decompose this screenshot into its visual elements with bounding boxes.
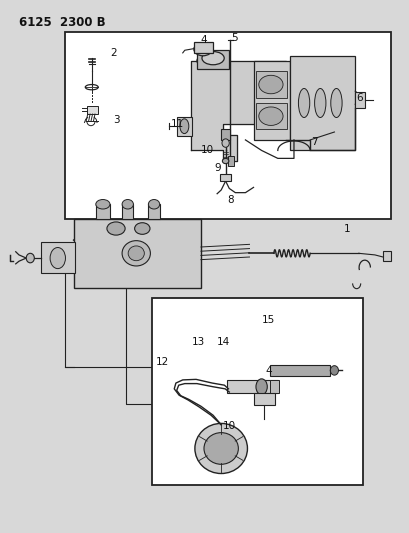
Ellipse shape (258, 75, 282, 94)
Ellipse shape (202, 52, 224, 64)
Bar (148, 204, 160, 219)
Text: 8: 8 (227, 195, 233, 205)
Bar (227, 156, 233, 166)
Bar (289, 55, 354, 150)
Text: 6: 6 (356, 93, 362, 103)
Ellipse shape (258, 107, 282, 125)
Bar (269, 365, 330, 376)
Bar (354, 92, 364, 108)
Bar (152, 298, 362, 486)
Ellipse shape (330, 88, 341, 117)
Bar (382, 251, 390, 261)
Bar (87, 106, 98, 114)
Text: 11: 11 (170, 119, 183, 130)
Bar (220, 130, 229, 140)
Bar (255, 103, 286, 130)
Bar (41, 242, 74, 273)
Ellipse shape (96, 199, 110, 209)
Ellipse shape (134, 223, 150, 235)
Bar (220, 174, 230, 181)
Text: 12: 12 (155, 357, 169, 367)
Text: 3: 3 (113, 115, 119, 125)
Text: 13: 13 (191, 337, 205, 346)
Ellipse shape (330, 366, 338, 375)
Bar (269, 380, 278, 393)
Ellipse shape (204, 433, 238, 464)
Ellipse shape (180, 119, 189, 134)
Text: 5: 5 (231, 34, 237, 43)
Bar (96, 204, 110, 219)
Bar (176, 117, 191, 136)
Ellipse shape (221, 139, 229, 147)
Text: 10: 10 (200, 145, 213, 155)
Ellipse shape (148, 199, 160, 209)
Text: 4: 4 (265, 366, 272, 376)
Bar (193, 42, 213, 53)
Text: 9: 9 (214, 163, 221, 173)
Text: 4: 4 (200, 35, 206, 45)
Ellipse shape (314, 88, 325, 117)
Bar (73, 219, 200, 288)
Text: 2: 2 (110, 48, 116, 58)
Text: 6125  2300 B: 6125 2300 B (19, 16, 106, 29)
Bar (253, 393, 274, 405)
Ellipse shape (128, 246, 144, 261)
Bar (122, 204, 133, 219)
Ellipse shape (26, 253, 34, 263)
Text: 1: 1 (342, 224, 349, 234)
Bar (227, 380, 277, 393)
Ellipse shape (255, 379, 267, 394)
Ellipse shape (222, 158, 228, 164)
Bar (255, 71, 286, 98)
Text: 14: 14 (217, 337, 230, 346)
Ellipse shape (194, 423, 247, 473)
Text: 10: 10 (222, 421, 236, 431)
Ellipse shape (122, 241, 150, 266)
Ellipse shape (196, 53, 229, 69)
Bar (65, 32, 390, 219)
Ellipse shape (107, 222, 125, 235)
Ellipse shape (122, 199, 133, 209)
Bar (196, 50, 229, 69)
Text: 7: 7 (310, 138, 317, 147)
Polygon shape (190, 61, 285, 161)
Bar (253, 61, 289, 140)
Ellipse shape (298, 88, 309, 117)
Ellipse shape (50, 247, 65, 269)
Ellipse shape (193, 43, 211, 56)
Text: 15: 15 (261, 314, 274, 325)
